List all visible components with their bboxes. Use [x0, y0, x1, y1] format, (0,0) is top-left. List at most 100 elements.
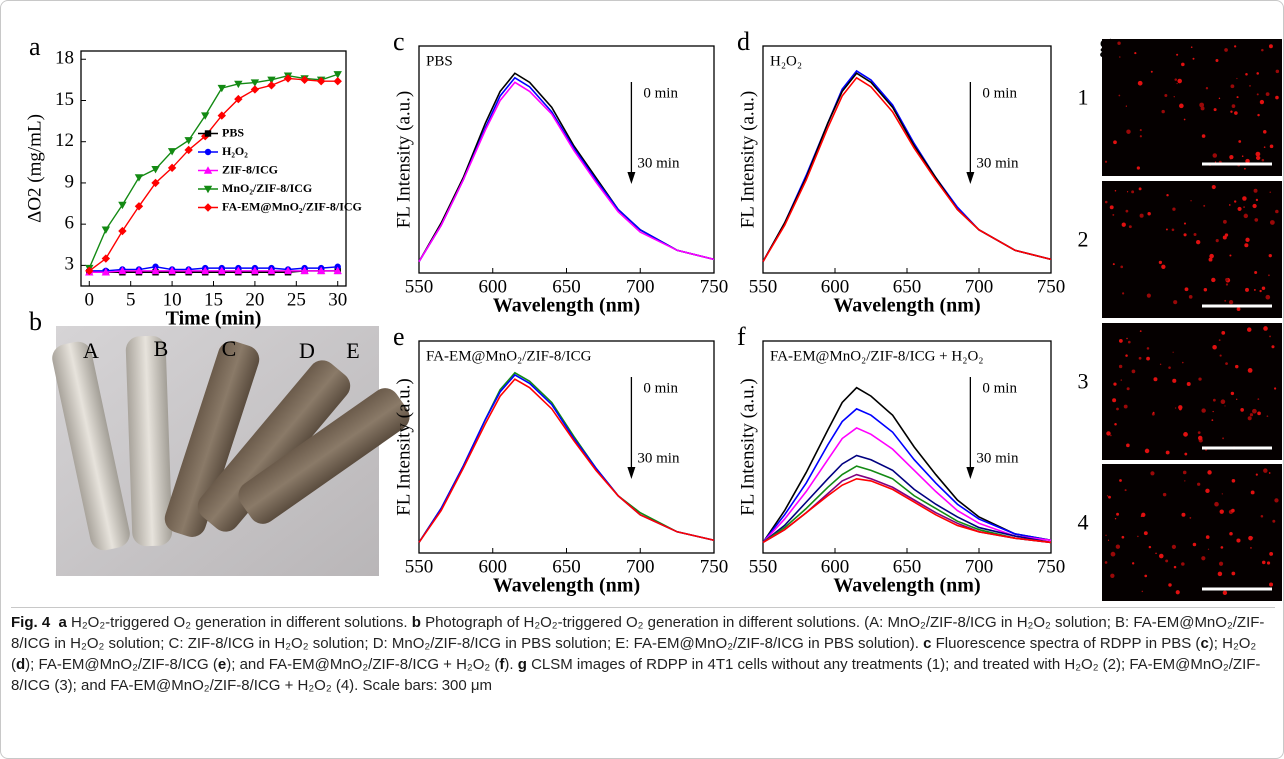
caption-text: CLSM images of RDPP in 4T1 cells without… — [11, 656, 1261, 694]
cell-signal — [1171, 544, 1177, 549]
cell-signal — [1274, 498, 1279, 503]
x-tick-label: 600 — [479, 556, 508, 577]
caption-bold: e — [217, 656, 227, 673]
cell-signal — [1186, 382, 1191, 386]
marker — [333, 71, 342, 79]
cell-signal — [1263, 468, 1268, 473]
cell-signal — [1104, 160, 1108, 163]
cell-signal — [1173, 300, 1178, 305]
cell-signal — [1158, 553, 1164, 559]
caption-bold: g — [517, 656, 527, 673]
marker — [316, 266, 326, 275]
cell-signal — [1121, 222, 1126, 227]
cell-signal — [1244, 243, 1249, 248]
cell-signal — [1179, 103, 1184, 109]
cell-signal — [1219, 354, 1222, 357]
cell-signal — [1212, 153, 1218, 158]
cell-signal — [1114, 517, 1117, 520]
cell-signal — [1254, 218, 1259, 222]
x-tick-label: 650 — [893, 276, 922, 297]
cell-signal — [1257, 113, 1260, 117]
cell-signal — [1128, 225, 1132, 229]
series-line — [89, 270, 338, 273]
cell-signal — [1268, 44, 1273, 49]
tube-label: D — [299, 338, 315, 363]
caption-text: ); FA-EM@MnO₂/ZIF-8/ICG ( — [25, 656, 218, 673]
cell-signal — [1253, 188, 1258, 193]
cell-signal — [1143, 531, 1148, 536]
series-line — [762, 427, 1052, 543]
cell-signal — [1162, 492, 1167, 497]
cell-signal — [1192, 57, 1195, 60]
cell-signal — [1121, 535, 1125, 539]
cell-signal — [1197, 435, 1203, 441]
cell-signal — [1266, 415, 1269, 418]
x-tick-label: 25 — [287, 289, 306, 310]
panel-title: FA-EM@MnO₂/ZIF-8/ICG + H₂O₂ — [770, 348, 984, 364]
cell-signal — [1255, 473, 1258, 476]
x-tick-label: 700 — [626, 556, 655, 577]
tube — [238, 388, 410, 524]
image-label: 4 — [1078, 510, 1089, 535]
x-tick-label: 550 — [405, 556, 434, 577]
micrograph — [1102, 464, 1282, 601]
cell-signal — [1255, 198, 1259, 202]
annotation: 0 min — [643, 85, 678, 101]
caption-text: ); and FA-EM@MnO₂/ZIF-8/ICG + H₂O₂ ( — [226, 656, 500, 673]
cell-signal — [1245, 72, 1248, 76]
cell-signal — [1213, 108, 1217, 112]
cell-signal — [1222, 590, 1228, 596]
cell-signal — [1275, 69, 1280, 74]
cell-signal — [1271, 345, 1275, 349]
x-tick-label: 600 — [821, 556, 850, 577]
cell-signal — [1242, 196, 1247, 201]
x-tick-label: 600 — [821, 276, 850, 297]
caption-text: Photograph of H₂O₂-triggered O₂ generati… — [11, 614, 1265, 652]
legend-label: MnO₂/ZIF-8/ICG — [222, 181, 312, 195]
panel-letter: a — [29, 32, 41, 61]
cell-signal — [1263, 326, 1268, 331]
cell-signal — [1177, 78, 1182, 84]
cell-signal — [1175, 590, 1180, 595]
cell-signal — [1211, 277, 1216, 283]
cell-signal — [1117, 41, 1121, 45]
annotation: 0 min — [643, 380, 678, 396]
cell-signal — [1221, 493, 1223, 495]
cell-signal — [1254, 270, 1258, 274]
cell-signal — [1253, 288, 1256, 291]
cell-signal — [1189, 517, 1192, 519]
x-tick-label: 550 — [405, 276, 434, 297]
y-tick-label: 9 — [65, 171, 75, 192]
caption-bold: a — [58, 614, 67, 631]
image-label: 1 — [1078, 85, 1089, 110]
cell-signal — [1201, 408, 1206, 413]
cell-signal — [1236, 77, 1238, 80]
cell-signal — [1205, 87, 1209, 90]
cell-signal — [1181, 512, 1186, 517]
tube-label: B — [154, 336, 169, 361]
cell-signal — [1183, 432, 1188, 437]
cell-signal — [1112, 263, 1115, 266]
cell-signal — [1119, 56, 1121, 58]
x-tick-label: 650 — [893, 556, 922, 577]
marker — [134, 266, 144, 275]
cell-signal — [1134, 51, 1137, 55]
x-tick-label: 700 — [965, 556, 994, 577]
cell-signal — [1110, 551, 1116, 557]
cell-signal — [1196, 239, 1201, 245]
cell-signal — [1188, 295, 1193, 299]
x-tick-label: 550 — [749, 276, 778, 297]
cell-signal — [1224, 233, 1229, 237]
x-tick-label: 15 — [204, 289, 223, 310]
caption-text: Fluorescence spectra of RDPP in PBS ( — [931, 635, 1201, 652]
y-axis-label: FL Intensity (a.u.) — [393, 91, 414, 229]
cell-signal — [1218, 339, 1221, 342]
cell-signal — [1183, 118, 1186, 121]
cell-signal — [1245, 287, 1249, 292]
cell-signal — [1250, 490, 1255, 495]
cell-signal — [1244, 167, 1246, 170]
cell-signal — [1215, 58, 1219, 62]
x-axis-label: Wavelength (nm) — [833, 295, 980, 317]
marker — [201, 112, 210, 120]
